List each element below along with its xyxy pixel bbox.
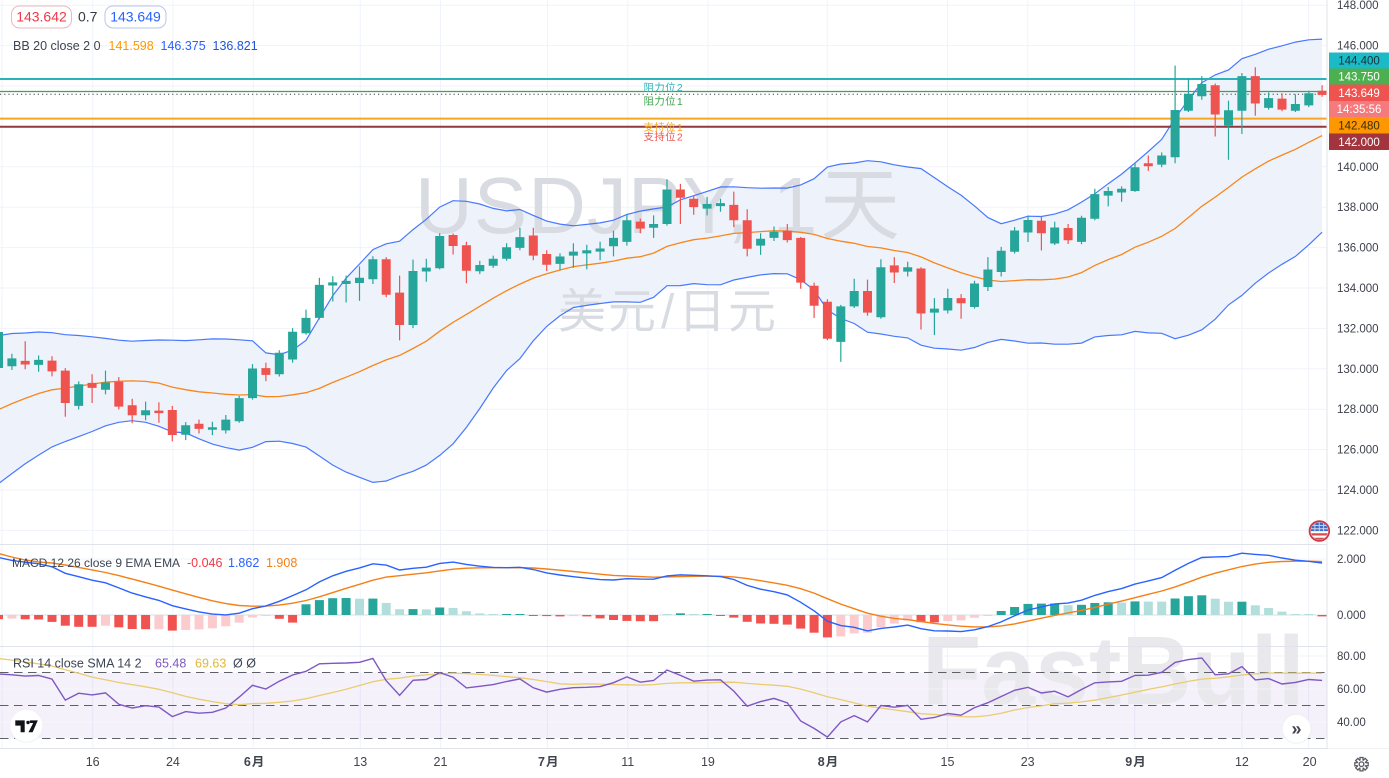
svg-text:0.000: 0.000 [1337, 610, 1366, 622]
svg-text:141.598: 141.598 [109, 39, 154, 53]
svg-text:6: 6 [244, 755, 251, 769]
svg-text:148.000: 148.000 [1337, 0, 1379, 12]
svg-text:60.00: 60.00 [1337, 684, 1366, 696]
svg-text:16: 16 [86, 755, 100, 769]
svg-text:142.000: 142.000 [1338, 137, 1380, 149]
svg-text:69.63: 69.63 [195, 657, 226, 671]
svg-text:20: 20 [1303, 755, 1317, 769]
svg-text:136.000: 136.000 [1337, 243, 1379, 255]
svg-text:146.375: 146.375 [161, 39, 206, 53]
svg-text:144.400: 144.400 [1338, 56, 1380, 68]
svg-text:8: 8 [818, 755, 825, 769]
svg-text:-0.046: -0.046 [187, 556, 222, 570]
svg-text:40.00: 40.00 [1337, 717, 1366, 729]
svg-text:142.480: 142.480 [1338, 120, 1380, 132]
svg-text:FastBull: FastBull [922, 616, 1305, 725]
svg-text:136.821: 136.821 [213, 39, 258, 53]
svg-text:24: 24 [166, 755, 180, 769]
svg-text:80.00: 80.00 [1337, 651, 1366, 663]
svg-text:65.48: 65.48 [155, 657, 186, 671]
svg-text:132.000: 132.000 [1337, 323, 1379, 335]
svg-text:2.000: 2.000 [1337, 554, 1366, 566]
svg-text:0.7: 0.7 [78, 9, 98, 25]
svg-text:12: 12 [1235, 755, 1249, 769]
svg-text:143.649: 143.649 [1338, 88, 1380, 100]
svg-text:BB 20 close 2 0: BB 20 close 2 0 [13, 39, 101, 53]
svg-text:»: » [1291, 719, 1301, 739]
svg-text:1: 1 [677, 96, 683, 108]
svg-text:23: 23 [1021, 755, 1035, 769]
svg-text:7: 7 [538, 755, 545, 769]
svg-text:128.000: 128.000 [1337, 404, 1379, 416]
svg-text:140.000: 140.000 [1337, 162, 1379, 174]
svg-text:MACD 12 26 close 9 EMA EMA: MACD 12 26 close 9 EMA EMA [12, 556, 180, 570]
svg-text:143.750: 143.750 [1338, 72, 1380, 84]
svg-text:138.000: 138.000 [1337, 202, 1379, 214]
svg-text:130.000: 130.000 [1337, 364, 1379, 376]
svg-text:126.000: 126.000 [1337, 445, 1379, 457]
svg-text:15: 15 [941, 755, 955, 769]
svg-text:134.000: 134.000 [1337, 283, 1379, 295]
svg-text:1: 1 [677, 122, 683, 134]
svg-text:143.642: 143.642 [16, 9, 67, 25]
svg-text:USDJPY, 1: USDJPY, 1 [415, 161, 818, 250]
svg-text:1.862: 1.862 [228, 556, 259, 570]
svg-text:13: 13 [353, 755, 367, 769]
svg-text:143.649: 143.649 [110, 9, 161, 25]
svg-text:122.000: 122.000 [1337, 525, 1379, 537]
svg-text:146.000: 146.000 [1337, 41, 1379, 53]
svg-text:9: 9 [1125, 755, 1132, 769]
svg-text:19: 19 [701, 755, 715, 769]
svg-text:1.908: 1.908 [266, 556, 297, 570]
svg-text:/: / [661, 286, 675, 339]
svg-text:124.000: 124.000 [1337, 485, 1379, 497]
svg-text:11: 11 [621, 755, 634, 769]
svg-text:2: 2 [677, 82, 683, 94]
svg-text:14:35:56: 14:35:56 [1337, 104, 1382, 116]
svg-text:21: 21 [434, 755, 448, 769]
svg-text:RSI 14 close SMA 14 2: RSI 14 close SMA 14 2 [13, 657, 142, 671]
svg-text:Ø Ø: Ø Ø [233, 657, 256, 671]
svg-text:2: 2 [677, 131, 683, 143]
